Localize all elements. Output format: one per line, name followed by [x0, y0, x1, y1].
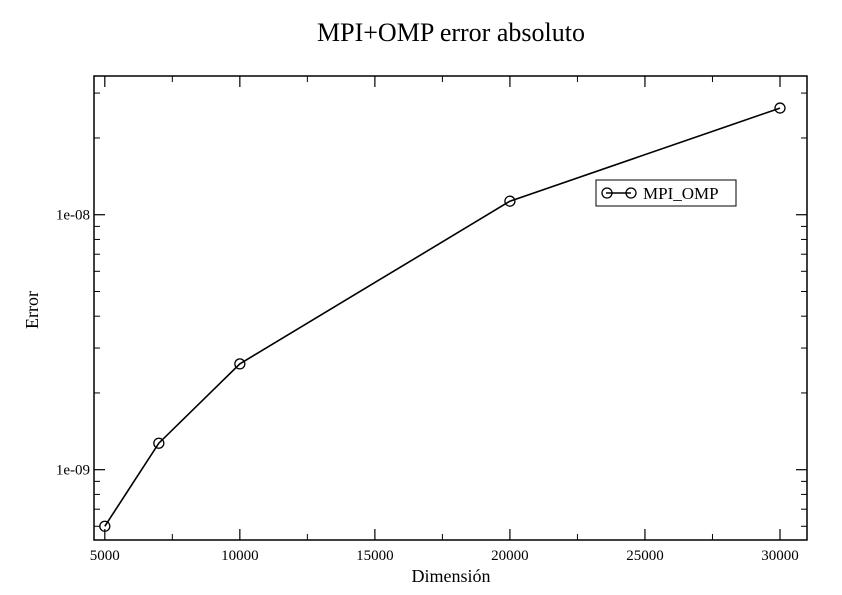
legend-marker-left	[601, 187, 613, 199]
x-tick-label: 15000	[356, 548, 394, 564]
y-tick-label: 1e-08	[56, 208, 90, 224]
chart-title: MPI+OMP error absoluto	[317, 18, 585, 47]
data-point-marker	[504, 195, 516, 207]
legend: MPI_OMP	[595, 179, 737, 207]
series-mpi-omp	[99, 102, 786, 532]
data-point-marker	[234, 358, 246, 370]
x-axis-label: Dimensión	[412, 566, 491, 586]
legend-marker-right	[625, 187, 637, 199]
y-axis-label: Error	[22, 291, 42, 329]
series-line	[104, 107, 781, 527]
y-tick-label: 1e-09	[56, 463, 90, 479]
y-axis-ticks	[94, 92, 807, 527]
data-point-marker	[774, 102, 786, 114]
x-tick-label: 20000	[491, 548, 529, 564]
x-axis-tick-labels: 5000 10000 15000 20000 25000 30000	[90, 548, 799, 564]
legend-entry-mpi-omp: MPI_OMP	[643, 184, 719, 203]
plot-frame	[93, 75, 808, 541]
x-tick-label: 10000	[221, 548, 259, 564]
y-axis-tick-labels: 1e-09 1e-08	[56, 208, 90, 479]
x-tick-label: 25000	[626, 548, 664, 564]
data-point-marker	[153, 437, 165, 449]
x-axis-ticks	[104, 76, 781, 540]
x-tick-label: 5000	[90, 548, 120, 564]
data-point-marker	[99, 520, 111, 532]
x-tick-label: 30000	[761, 548, 799, 564]
